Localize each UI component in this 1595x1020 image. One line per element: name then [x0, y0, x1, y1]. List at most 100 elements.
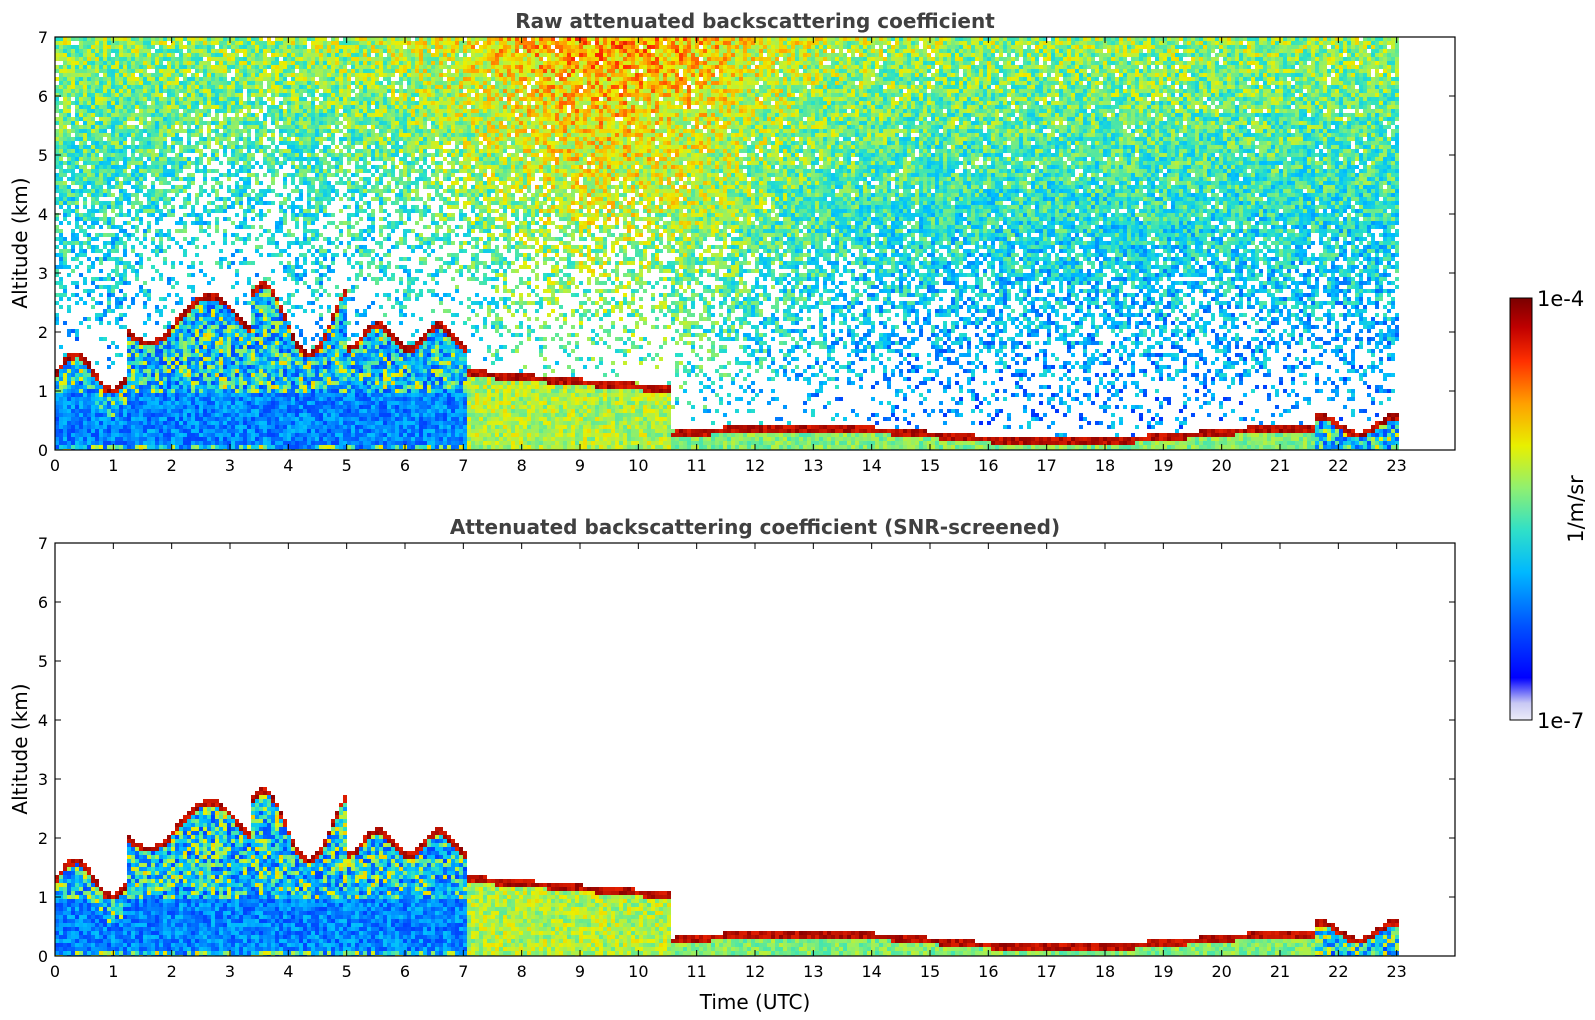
heatmap-cell — [71, 57, 75, 61]
heatmap-cell — [95, 93, 99, 97]
heatmap-cell — [75, 61, 79, 65]
heatmap-cell — [87, 225, 91, 229]
heatmap-cell — [59, 145, 63, 149]
heatmap-cell — [71, 69, 75, 73]
heatmap-cell — [71, 433, 75, 437]
heatmap-cell — [83, 197, 87, 201]
heatmap-cell — [91, 173, 95, 177]
heatmap-cell — [67, 413, 71, 417]
heatmap-cell — [79, 377, 83, 381]
heatmap-cell — [59, 65, 63, 69]
heatmap-cell — [103, 141, 107, 145]
heatmap-cell — [71, 381, 75, 385]
heatmap-cell — [103, 77, 107, 81]
heatmap-cell — [95, 165, 99, 169]
heatmap-cell — [99, 205, 103, 209]
heatmap-cell — [95, 401, 99, 405]
heatmap-cell — [95, 45, 99, 49]
heatmap-cell — [67, 45, 71, 49]
heatmap-cell — [79, 413, 83, 417]
heatmap-cell — [103, 117, 107, 121]
heatmap-cell — [107, 121, 111, 125]
heatmap-cell — [91, 297, 95, 301]
heatmap-cell — [59, 117, 63, 121]
heatmap-cell — [99, 433, 103, 437]
heatmap-cell — [59, 169, 63, 173]
heatmap-cell — [99, 217, 103, 221]
heatmap-cell — [107, 69, 111, 73]
heatmap-cell — [59, 161, 63, 165]
heatmap-cell — [59, 345, 63, 349]
heatmap-cell — [79, 89, 83, 93]
heatmap-cell — [67, 201, 71, 205]
heatmap-cell — [83, 301, 87, 305]
heatmap-cell — [79, 165, 83, 169]
heatmap-cell — [63, 61, 67, 65]
heatmap-cell — [87, 105, 91, 109]
heatmap-cell — [59, 57, 63, 61]
heatmap-cell — [87, 445, 91, 449]
heatmap-cell — [79, 249, 83, 253]
heatmap-cell — [83, 101, 87, 105]
heatmap-cell — [87, 429, 91, 433]
heatmap-cell — [103, 165, 107, 169]
heatmap-cell — [87, 385, 91, 389]
heatmap-cell — [67, 305, 71, 309]
heatmap-cell — [67, 433, 71, 437]
heatmap-cell — [79, 225, 83, 229]
heatmap-cell — [71, 249, 75, 253]
heatmap-cell — [91, 405, 95, 409]
heatmap-cell — [91, 249, 95, 253]
heatmap-cell — [75, 233, 79, 237]
heatmap-cell — [79, 129, 83, 133]
heatmap-cell — [79, 409, 83, 413]
heatmap-cell — [59, 233, 63, 237]
heatmap-cell — [87, 169, 91, 173]
heatmap-cell — [59, 101, 63, 105]
heatmap-cell — [75, 177, 79, 181]
heatmap-cell — [83, 149, 87, 153]
heatmap-cell — [91, 289, 95, 293]
heatmap-cell — [59, 381, 63, 385]
heatmap-cell — [63, 357, 67, 361]
heatmap-cell — [67, 329, 71, 333]
heatmap-cell — [91, 385, 95, 389]
heatmap-cell — [79, 109, 83, 113]
heatmap-cell — [83, 189, 87, 193]
heatmap-cell — [83, 145, 87, 149]
heatmap-cell — [99, 385, 103, 389]
heatmap-cell — [95, 437, 99, 441]
heatmap-cell — [107, 49, 111, 53]
heatmap-cell — [87, 153, 91, 157]
heatmap-cell — [71, 357, 75, 361]
heatmap-cell — [59, 185, 63, 189]
heatmap-cell — [91, 93, 95, 97]
heatmap-cell — [87, 157, 91, 161]
heatmap-cell — [63, 81, 67, 85]
heatmap-cell — [79, 389, 83, 393]
heatmap-cell — [95, 85, 99, 89]
heatmap-cell — [103, 405, 107, 409]
heatmap-cell — [95, 73, 99, 77]
heatmap-cell — [83, 433, 87, 437]
heatmap-cell — [79, 381, 83, 385]
heatmap-cell — [71, 129, 75, 133]
heatmap-cell — [103, 433, 107, 437]
heatmap-cell — [95, 373, 99, 377]
heatmap-cell — [87, 433, 91, 437]
heatmap-cell — [67, 209, 71, 213]
heatmap-cell — [71, 145, 75, 149]
heatmap-cell — [79, 153, 83, 157]
heatmap-cell — [63, 189, 67, 193]
heatmap-cell — [63, 53, 67, 57]
heatmap-cell — [95, 129, 99, 133]
heatmap-cell — [99, 113, 103, 117]
heatmap-cell — [67, 441, 71, 445]
heatmap-cell — [67, 109, 71, 113]
heatmap-cell — [71, 161, 75, 165]
heatmap-cell — [79, 97, 83, 101]
heatmap-cell — [59, 365, 63, 369]
heatmap-cell — [59, 149, 63, 153]
heatmap-cell — [63, 117, 67, 121]
heatmap-cell — [75, 117, 79, 121]
